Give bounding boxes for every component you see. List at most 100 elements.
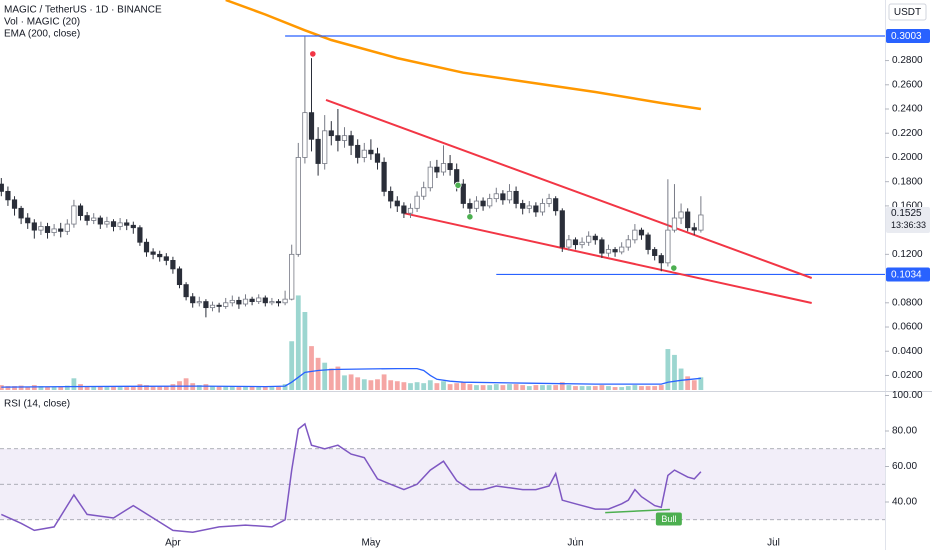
y-tick-label: 0.0200	[892, 370, 923, 381]
candle-body	[137, 227, 143, 243]
candle-body	[209, 304, 216, 309]
candle-body	[5, 190, 11, 201]
volume-bar	[130, 386, 136, 390]
volume-bar	[665, 349, 671, 390]
candle-body	[447, 163, 453, 170]
volume-bar	[652, 386, 658, 390]
volume-bar	[342, 375, 347, 390]
volume-bar	[111, 386, 116, 390]
volume-bar	[381, 374, 387, 390]
volume-bar	[579, 386, 585, 390]
divergence-tag	[655, 512, 682, 526]
candle-body	[25, 217, 31, 224]
candle-body	[341, 135, 348, 141]
candle-body	[500, 193, 506, 201]
signal-dot	[466, 213, 474, 221]
rsi-legend: RSI (14, close)	[4, 399, 70, 410]
volume-bar	[612, 387, 618, 390]
candle-body	[480, 200, 486, 207]
volume-bar	[454, 383, 460, 390]
volume-bar	[58, 386, 64, 390]
candle-body	[506, 190, 513, 201]
candle-body	[110, 221, 117, 227]
candle-body	[414, 195, 420, 209]
chart-title: MAGIC / TetherUS · 1D · BINANCE	[4, 5, 162, 16]
candle-body	[381, 161, 387, 192]
volume-bar	[216, 386, 222, 390]
candle-body	[51, 228, 57, 233]
candle-body	[440, 163, 447, 173]
candle-body	[163, 256, 169, 261]
candle-body	[513, 190, 519, 204]
rsi-line	[0, 422, 702, 533]
candle-body	[196, 301, 202, 304]
candle-body	[592, 235, 598, 241]
y-tick-label: 0.2400	[892, 104, 923, 115]
trend-line	[325, 98, 813, 279]
volume-bar	[196, 385, 202, 390]
y-tick-label: 0.2000	[892, 152, 923, 163]
candle-body	[256, 297, 262, 302]
volume-bar	[236, 387, 242, 390]
candle-body	[216, 304, 222, 307]
currency[interactable]: USDT	[894, 7, 921, 18]
candle-body	[150, 251, 156, 255]
y-tick-label: 0.2800	[892, 55, 923, 66]
candle-body	[44, 226, 51, 233]
candle-body	[64, 223, 70, 232]
y-tick-label: 0.1200	[892, 249, 923, 260]
volume-legend: Vol · MAGIC (20)	[4, 17, 80, 28]
volume-bar	[401, 382, 407, 390]
candle-body	[328, 130, 334, 137]
candle-body	[229, 299, 235, 304]
candle-body	[559, 210, 565, 248]
volume-bar	[18, 385, 24, 390]
candle-body	[38, 226, 44, 231]
volume-bar	[606, 386, 611, 390]
volume-bar	[269, 387, 275, 390]
candle-body	[170, 260, 176, 270]
volume-bar	[91, 386, 97, 390]
candle-body	[368, 149, 374, 155]
candle-body	[638, 229, 645, 236]
volume-bar	[368, 380, 374, 390]
volume-bar	[434, 383, 440, 390]
candle-body	[77, 205, 84, 216]
candle-body	[460, 183, 466, 204]
candle-body	[249, 298, 255, 302]
volume-bar	[144, 385, 149, 390]
volume-bar	[25, 386, 31, 390]
volume-bar	[672, 354, 677, 390]
candle-body	[322, 130, 328, 164]
volume-bar	[315, 357, 321, 390]
volume-bar	[104, 387, 110, 390]
volume-bar	[31, 385, 37, 390]
y-tick-label: 0.0600	[892, 322, 923, 333]
volume-bar	[302, 312, 308, 390]
candle-body	[671, 217, 678, 231]
volume-bar	[223, 386, 229, 390]
volume-bar	[533, 385, 539, 390]
last-price-tag	[886, 206, 930, 233]
volume-bar	[210, 386, 215, 390]
candle-body	[242, 298, 249, 305]
volume-bar	[658, 385, 664, 390]
volume-bar	[619, 387, 625, 390]
volume-bar	[295, 295, 301, 390]
volume-bar	[507, 384, 512, 390]
volume-bar	[51, 387, 57, 390]
candle-body	[223, 302, 229, 307]
volume-bar	[183, 378, 189, 390]
candle-body	[599, 239, 605, 254]
volume-bar	[309, 346, 314, 390]
candle-body	[394, 200, 400, 207]
volume-bar	[639, 386, 644, 390]
candle-body	[374, 153, 381, 163]
volume-bar	[632, 385, 638, 390]
volume-bar	[276, 386, 281, 390]
candle-body	[526, 205, 532, 209]
currency-box[interactable]	[888, 3, 927, 21]
candle-body	[295, 157, 301, 255]
candle-body	[355, 144, 361, 158]
y-tick-label: 0.1600	[892, 201, 923, 212]
